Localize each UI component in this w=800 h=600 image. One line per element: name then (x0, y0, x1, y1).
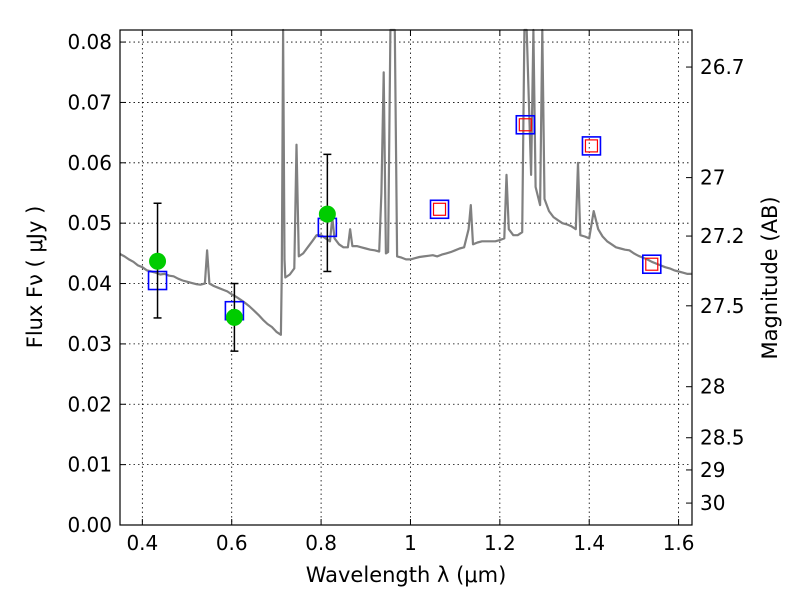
y-axis-label: Flux Fν ( μJy ) (23, 206, 47, 349)
x-axis-label: Wavelength λ (μm) (306, 563, 507, 587)
y-tick-label: 0.00 (67, 513, 112, 537)
x-tick-label: 1.6 (663, 531, 695, 555)
plot-frame (119, 29, 693, 526)
model-square-marker (641, 254, 662, 275)
model-square-marker (581, 136, 602, 156)
y-tick-label: 0.01 (67, 453, 112, 477)
mag-tick-label: 29 (700, 458, 725, 482)
hst-square-marker (518, 118, 532, 132)
x-tick-label: 0.6 (216, 531, 248, 555)
y-tick-label: 0.07 (67, 90, 112, 114)
y-tick-label: 0.05 (67, 211, 112, 235)
observed-point (318, 205, 336, 223)
y-tick-label: 0.02 (67, 392, 112, 416)
hst-square-marker (432, 202, 447, 216)
hst-square-marker (584, 139, 599, 153)
mag-tick-label: 27.5 (700, 294, 745, 318)
mag-tick-label: 28 (700, 375, 725, 399)
mag-tick-label: 30 (700, 491, 725, 515)
mag-tick-label: 26.7 (700, 55, 745, 79)
x-tick-label: 0.4 (126, 531, 158, 555)
ticks-layer: 0.4 0.6 0.8 1 1.2 1.4 1.6 0.00 0.01 0.02 0.03 0.04 0… (67, 30, 745, 555)
grid-layer (120, 30, 692, 526)
model-square-marker (429, 199, 450, 220)
y-tick-label: 0.06 (67, 151, 112, 175)
model-square-marker (515, 114, 536, 135)
observed-point (225, 308, 243, 326)
y-right-axis-label: Magnitude (AB) (758, 196, 782, 359)
y-tick-label: 0.04 (67, 272, 112, 296)
mag-tick-label: 27 (700, 166, 725, 190)
observed-point (149, 252, 167, 270)
hst-square-marker (645, 257, 659, 271)
y-tick-label: 0.03 (67, 332, 112, 356)
x-tick-label: 0.8 (305, 531, 337, 555)
x-tick-label: 1.2 (484, 531, 516, 555)
mag-tick-label: 27.2 (700, 224, 745, 248)
spectrum-layer (119, 28, 692, 336)
x-tick-label: 1.4 (573, 531, 605, 555)
marker-layer (147, 114, 662, 352)
mag-tick-label: 28.5 (700, 426, 745, 450)
y-tick-label: 0.08 (67, 30, 112, 54)
x-tick-label: 1 (404, 531, 417, 555)
spectrum-line (119, 28, 692, 336)
